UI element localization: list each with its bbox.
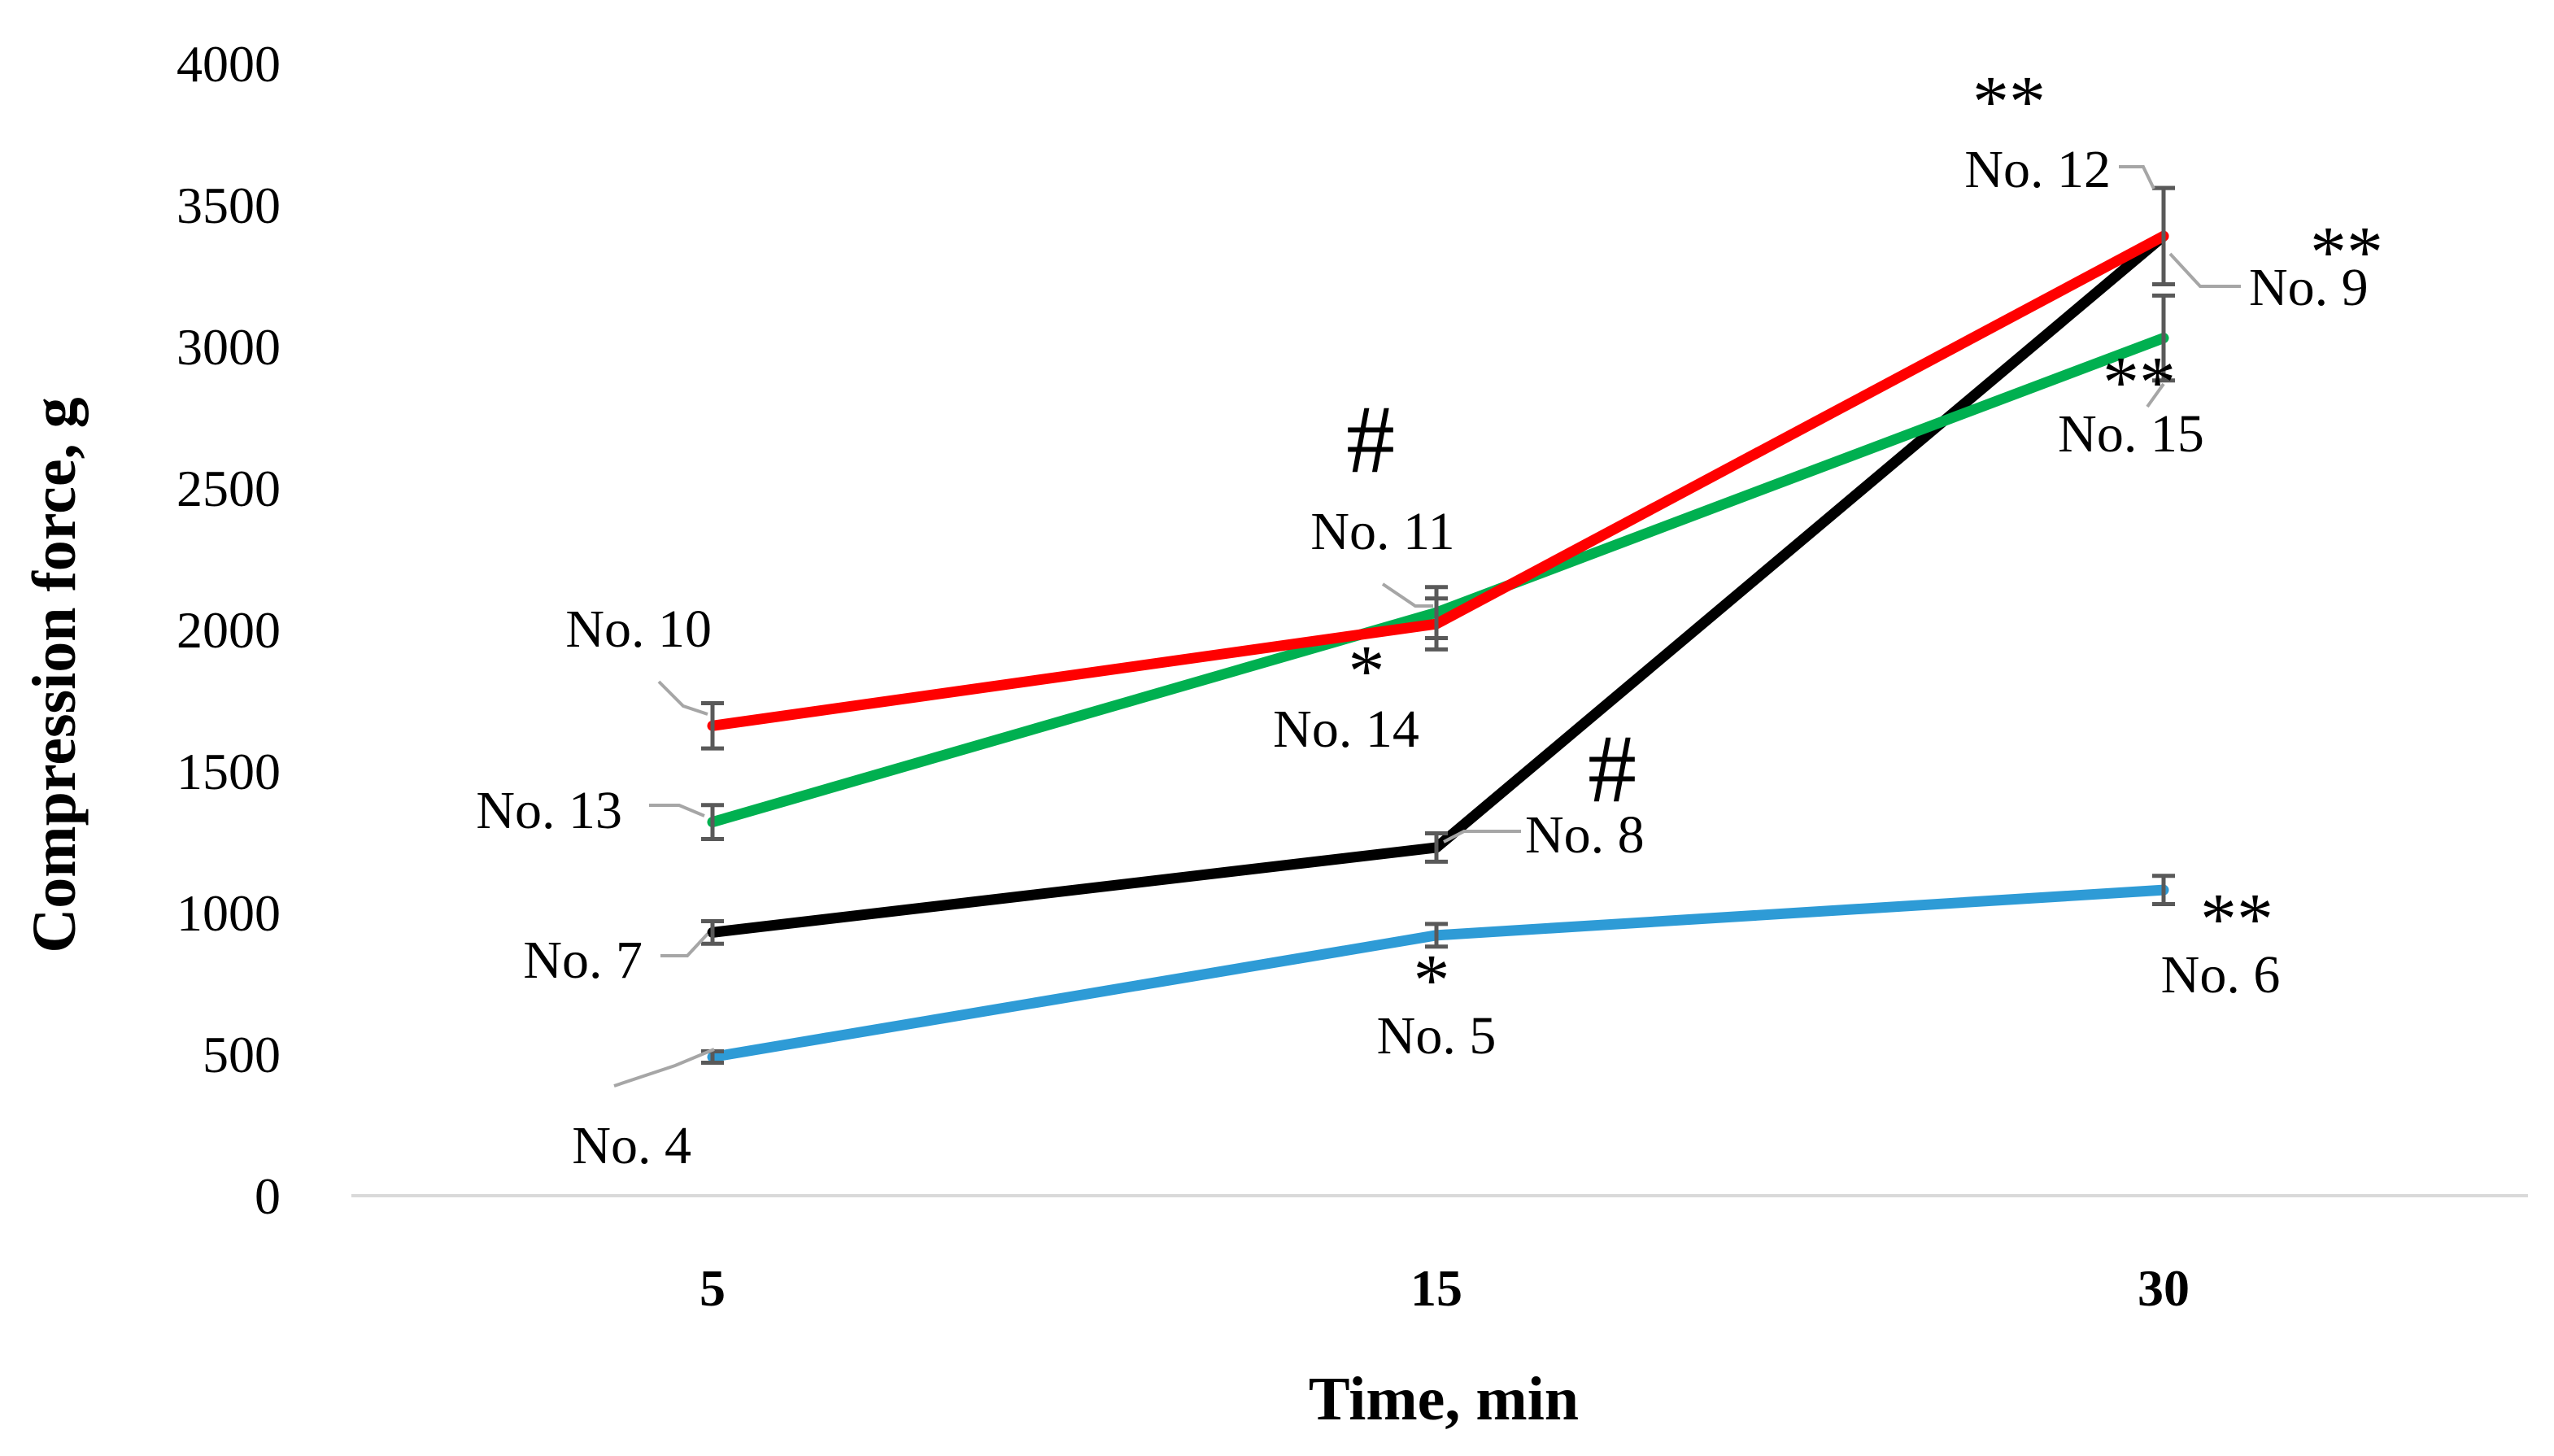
y-axis-title: Compression force, g xyxy=(20,397,89,953)
y-tick-label: 2500 xyxy=(177,460,281,517)
y-tick-label: 4000 xyxy=(177,35,281,93)
error-bars xyxy=(701,185,2175,1065)
y-tick-label: 3500 xyxy=(177,177,281,234)
label-leader-line xyxy=(1381,582,1433,608)
y-tick-label: 0 xyxy=(255,1167,281,1225)
y-tick-labels: 0 500 1000 1500 2000 2500 3000 3500 4000 xyxy=(177,35,281,1225)
label-leader-line xyxy=(1443,830,1521,844)
point-label: No. 5 xyxy=(1377,1006,1497,1066)
series-line-black xyxy=(707,230,2169,938)
point-label: No. 10 xyxy=(565,599,712,659)
y-tick-label: 1000 xyxy=(177,884,281,942)
series-line-red xyxy=(707,230,2169,731)
label-leader-line xyxy=(660,932,709,957)
point-label: No. 13 xyxy=(476,781,622,840)
point-label: No. 6 xyxy=(2161,945,2281,1005)
y-tick-label: 2000 xyxy=(177,601,281,659)
label-leader-line xyxy=(649,804,705,817)
significance-mark: * xyxy=(1414,940,1450,1021)
label-leader-line xyxy=(2119,165,2155,190)
label-leader-line xyxy=(2168,252,2241,288)
significance-mark: ** xyxy=(1972,62,2046,142)
point-label: No. 7 xyxy=(523,931,643,990)
point-label: No. 14 xyxy=(1273,700,1419,759)
significance-mark: ** xyxy=(2103,342,2176,423)
x-tick-label: 15 xyxy=(1410,1259,1462,1317)
x-axis-title: Time, min xyxy=(1309,1365,1579,1433)
significance-mark: # xyxy=(1346,385,1395,493)
point-label: No. 12 xyxy=(1964,140,2111,199)
label-leader-lines xyxy=(613,165,2241,1088)
significance-marks: ***#**#***** xyxy=(1346,62,2383,1021)
y-tick-label: 3000 xyxy=(177,318,281,376)
significance-mark: * xyxy=(1349,631,1385,712)
y-tick-label: 1500 xyxy=(177,743,281,800)
point-label: No. 11 xyxy=(1310,502,1454,561)
point-label: No. 8 xyxy=(1525,805,1645,865)
y-tick-label: 500 xyxy=(203,1026,281,1083)
label-leader-line xyxy=(613,1048,715,1088)
x-tick-label: 30 xyxy=(2138,1259,2190,1317)
label-leader-line xyxy=(657,680,708,716)
x-tick-label: 5 xyxy=(700,1259,726,1317)
significance-mark: ** xyxy=(2200,879,2273,960)
point-label: No. 9 xyxy=(2249,258,2369,317)
significance-mark: ** xyxy=(2310,212,2383,293)
point-label: No. 4 xyxy=(572,1116,691,1175)
series-line-green xyxy=(707,333,2169,828)
significance-mark: # xyxy=(1588,714,1637,822)
label-leader-line xyxy=(2146,382,2165,408)
x-tick-labels: 5 15 30 xyxy=(700,1259,2190,1317)
point-labels: No. 4 No. 5 No. 6 No. 7 No. 8 No. 9 No. 10 No. … xyxy=(476,140,2368,1175)
point-label: No. 15 xyxy=(2058,404,2204,464)
